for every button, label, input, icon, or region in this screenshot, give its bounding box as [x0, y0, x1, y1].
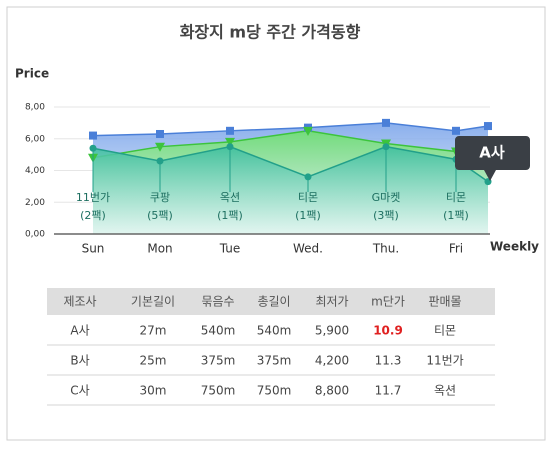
table-cell: 30m: [140, 384, 167, 398]
y-tick-label: 6,00: [25, 134, 45, 144]
marker: [303, 126, 313, 136]
y-tick-label: 0,00: [25, 230, 45, 240]
tooltip-text: A사: [479, 144, 505, 162]
table-header-bg: [47, 288, 495, 315]
y-tick-label: 2,00: [25, 198, 45, 208]
x-axis-label: Weekly: [490, 240, 539, 254]
table-cell: 8,800: [315, 384, 349, 398]
marker: [89, 131, 97, 140]
table-cell: 11.3: [375, 354, 402, 368]
point-label: 11번가: [76, 191, 110, 204]
marker: [452, 126, 460, 135]
x-tick-label: Wed.: [293, 242, 323, 256]
table-cell: 375m: [257, 354, 292, 368]
table-cell: 10.9: [373, 324, 403, 338]
marker: [382, 118, 390, 127]
marker: [156, 129, 164, 138]
table-header: m단가: [371, 295, 405, 309]
x-tick-label: Thu.: [372, 242, 399, 256]
table-cell: 11번가: [426, 354, 463, 368]
table-cell: 27m: [140, 324, 167, 338]
table-cell: 옥션: [434, 384, 456, 398]
table-header: 제조사: [63, 295, 96, 309]
marker: [155, 142, 165, 152]
x-tick-label: Tue: [219, 242, 241, 256]
point-label: 옥션: [220, 191, 240, 204]
table-cell: 4,200: [315, 354, 349, 368]
table-cell: 540m: [257, 324, 292, 338]
chart-title: 화장지 m당 주간 가격동향: [180, 23, 361, 42]
y-tick-label: 4,00: [25, 166, 45, 176]
table-cell: 11.7: [375, 384, 402, 398]
series-area: [93, 146, 488, 234]
table-header: 총길이: [257, 295, 290, 309]
x-tick-label: Sun: [82, 242, 105, 256]
point-label: (5팩): [147, 209, 173, 222]
table-header: 묶음수: [201, 295, 234, 309]
marker: [484, 122, 492, 131]
point-label: 쿠팡: [150, 191, 170, 204]
x-tick-label: Fri: [449, 242, 463, 256]
point-label: G마켓: [372, 191, 401, 204]
table-cell: 750m: [257, 384, 292, 398]
table-cell: C사: [70, 384, 89, 398]
table-cell: 5,900: [315, 324, 349, 338]
table-header: 최저가: [315, 295, 348, 309]
table-header: 판매몰: [428, 295, 461, 309]
table-cell: B사: [70, 354, 89, 368]
point-label: (1팩): [217, 209, 243, 222]
marker: [225, 137, 235, 147]
y-tick-label: 8,00: [25, 103, 45, 113]
tooltip-box: [455, 136, 530, 181]
point-label: 티몬: [446, 191, 466, 204]
table-cell: 540m: [201, 324, 236, 338]
table-header: 기본길이: [131, 295, 175, 309]
table-cell: A사: [70, 324, 89, 338]
point-label: 티몬: [298, 191, 318, 204]
point-label: (2팩): [80, 209, 106, 222]
table-cell: 375m: [201, 354, 236, 368]
point-label: (1팩): [443, 209, 469, 222]
point-label: (3팩): [373, 209, 399, 222]
point-label: (1팩): [295, 209, 321, 222]
table-cell: 티몬: [434, 324, 456, 338]
x-tick-label: Mon: [147, 242, 172, 256]
table-cell: 25m: [140, 354, 167, 368]
y-axis-label: Price: [15, 67, 49, 81]
table-cell: 750m: [201, 384, 236, 398]
marker: [226, 126, 234, 135]
